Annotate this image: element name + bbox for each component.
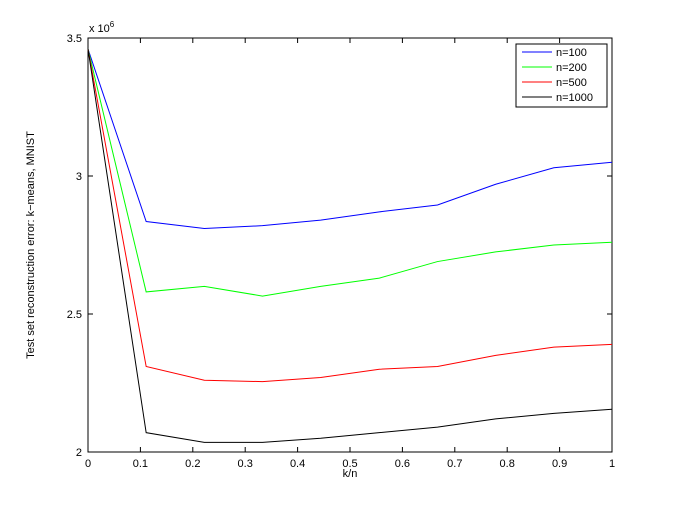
- x-tick-label: 0.2: [185, 458, 200, 470]
- y-exponent-label: x 106: [89, 20, 115, 35]
- x-tick-label: 0.9: [552, 458, 567, 470]
- y-tick-label: 2.5: [67, 309, 82, 321]
- ticks: 0 0.1 0.2 0.3 0.4 0.5 0.6 0.7 0.8 0.9 1 2 2.5 3 3.5: [67, 33, 615, 470]
- series-group: [87, 48, 613, 443]
- y-tick-label: 3.5: [67, 33, 82, 45]
- x-tick-label: 0.8: [500, 458, 515, 470]
- series-line-n=500: [87, 48, 613, 383]
- x-tick-label: 0.5: [342, 458, 357, 470]
- series-line-n=200: [87, 48, 613, 297]
- y-tick-label: 2: [76, 447, 82, 459]
- legend-entry: n=100: [556, 47, 587, 59]
- legend-entry: n=200: [556, 62, 587, 74]
- x-tick-label: 0.1: [133, 458, 148, 470]
- y-tick-label: 3: [76, 171, 82, 183]
- x-tick-label: 0.6: [395, 458, 410, 470]
- series-line-n=1000: [87, 48, 613, 443]
- legend-entry: n=1000: [556, 92, 593, 104]
- x-tick-label: 1: [609, 458, 615, 470]
- x-axis-label: k/n: [343, 468, 358, 480]
- x-tick-label: 0.7: [447, 458, 462, 470]
- x-tick-label: 0.3: [238, 458, 253, 470]
- legend-entry: n=500: [556, 77, 587, 89]
- series-line-n=100: [87, 48, 613, 229]
- y-axis-label: Test set reconstruction error: k−means, …: [25, 131, 37, 359]
- legend: n=100 n=200 n=500 n=1000: [515, 43, 608, 108]
- x-tick-label: 0.4: [290, 458, 305, 470]
- x-tick-label: 0: [85, 458, 91, 470]
